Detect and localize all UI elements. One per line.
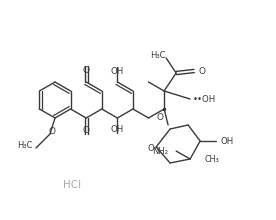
- Text: O: O: [83, 125, 90, 134]
- Text: OH: OH: [111, 66, 124, 75]
- Text: OH: OH: [220, 136, 233, 145]
- Text: O: O: [148, 143, 155, 152]
- Text: ••OH: ••OH: [193, 95, 216, 103]
- Text: H₃C: H₃C: [151, 51, 166, 59]
- Text: O: O: [49, 126, 55, 136]
- Text: OH: OH: [111, 125, 124, 134]
- Text: O: O: [156, 112, 164, 121]
- Text: H₃C: H₃C: [17, 141, 33, 150]
- Text: O: O: [83, 66, 90, 75]
- Text: O: O: [198, 66, 205, 75]
- Text: HCl: HCl: [63, 180, 81, 190]
- Text: NH₂: NH₂: [152, 147, 168, 156]
- Text: CH₃: CH₃: [204, 154, 219, 163]
